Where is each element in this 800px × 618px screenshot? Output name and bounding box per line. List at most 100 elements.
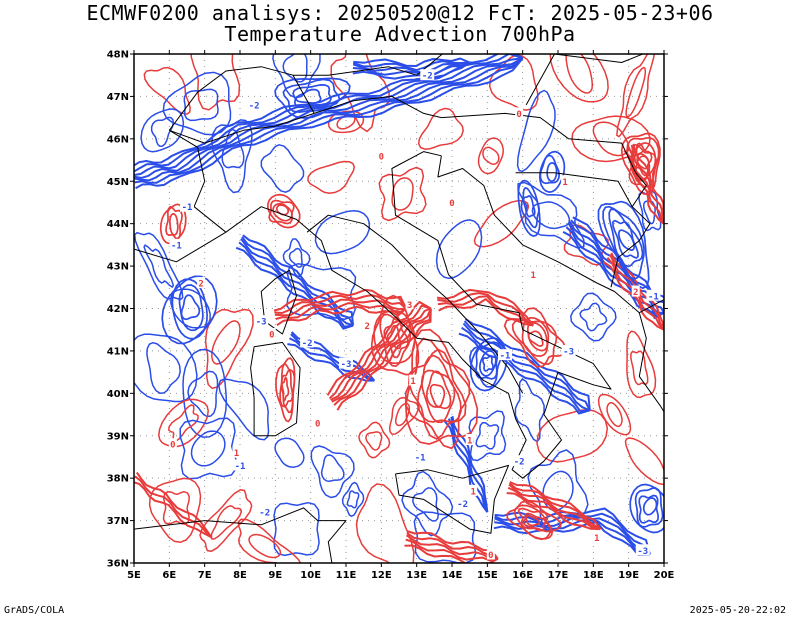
warm-advection-contour [592, 121, 630, 157]
warm-advection-contour [503, 307, 568, 368]
warm-advection-contour [358, 421, 391, 459]
warm-advection-contour [549, 54, 609, 103]
contour-label: 1 [467, 436, 472, 446]
warm-advection-contour [521, 316, 550, 357]
coastline-border_bih [515, 172, 633, 207]
warm-advection-contour [165, 205, 183, 240]
cold-advection-contour [413, 511, 477, 563]
contour-label: -1 [648, 292, 659, 302]
lon-tick-label: 16E [512, 570, 533, 581]
coastline-fr_coast [134, 231, 227, 263]
lat-tick-label: 44N [107, 219, 129, 230]
cold-advection-contour [570, 292, 617, 342]
warm-advection-contour [636, 152, 650, 170]
coastline-border_at [293, 54, 444, 76]
contour-label: -2 [457, 500, 468, 510]
warm-advection-band [609, 254, 664, 331]
cold-advection-contour [612, 219, 639, 259]
warm-advection-contour [511, 319, 558, 365]
contour-label: -2 [259, 509, 270, 519]
contour-label: 1 [470, 487, 475, 497]
warm-advection-contour [275, 357, 296, 423]
cold-advection-contour [143, 244, 175, 288]
cold-advection-contour [314, 209, 371, 255]
cold-advection-contour [531, 201, 571, 230]
contour-label-bg [515, 107, 524, 119]
warm-advection-band [437, 295, 534, 327]
cold-advection-contour [602, 205, 645, 280]
warm-advection-contour [365, 431, 383, 451]
contour-label: -2 [302, 339, 313, 349]
coastline-border_hu [525, 54, 645, 106]
lat-tick-label: 41N [107, 346, 129, 357]
warm-advection-contour [391, 177, 414, 211]
warm-advection-band [436, 288, 535, 327]
lon-tick-label: 20E [654, 570, 675, 581]
cold-advection-contour [295, 88, 322, 104]
map-title: ECMWF0200 analisys: 20250520@12 FcT: 202… [86, 1, 714, 25]
warm-advection-contour [630, 142, 657, 181]
lat-tick-label: 42N [107, 304, 129, 315]
cold-advection-contour [320, 454, 345, 483]
contour-label: -3 [341, 360, 352, 370]
warm-advection-contour [378, 166, 427, 222]
contour-label-bg [646, 289, 661, 301]
contour-label: -1 [500, 352, 511, 362]
contour-label-bg [592, 531, 601, 543]
cold-advection-contour [469, 341, 503, 388]
contour-label-bg [313, 417, 322, 429]
contour-label-bg [257, 506, 272, 518]
contour-label: 0 [269, 330, 274, 340]
contour-label-bg [267, 327, 276, 339]
coastline-italy [225, 151, 612, 479]
cold-advection-contour [178, 284, 204, 332]
contour-label-bg [469, 484, 478, 496]
cold-advection-contour [468, 410, 507, 462]
lat-tick-label: 37N [107, 516, 129, 527]
coastline-border_si [441, 112, 651, 288]
cold-advection-contour [642, 497, 658, 516]
contour-label: -2 [514, 458, 525, 468]
cold-advection-band [494, 512, 651, 556]
contour-label-bg [180, 200, 194, 212]
contour-label-bg [300, 336, 315, 348]
cold-advection-band [134, 57, 524, 184]
lon-tick-label: 6E [162, 570, 176, 581]
warm-advection-contour [417, 107, 464, 150]
cold-advection-contour [482, 355, 494, 372]
warm-advection-band [404, 544, 499, 563]
contour-label: 0 [449, 199, 454, 209]
contour-label-bg [254, 315, 269, 327]
footer-timestamp: 2025-05-20-22:02 [689, 605, 786, 616]
contour-label: 2 [364, 322, 369, 332]
warm-advection-contour [148, 477, 202, 544]
cold-advection-contour [617, 229, 635, 251]
cold-advection-contour [134, 231, 184, 301]
warm-advection-contour [565, 54, 594, 94]
contour-label-bg [512, 455, 527, 467]
cold-advection-contour [273, 501, 320, 557]
contour-label-bg [465, 433, 474, 445]
cold-advection-band [287, 343, 375, 382]
warm-advection-contour [211, 320, 241, 365]
warm-advection-band [508, 482, 601, 530]
warm-advection-contour [477, 137, 504, 175]
warm-advection-contour [279, 363, 296, 414]
contour-label: 2 [633, 288, 638, 298]
axes: 5E 6E 7E 8E 9E 10E 11E 12E 13E 14E 15E 16E 17E 18E 19E… [107, 50, 675, 582]
warm-advection-contour [268, 199, 295, 225]
lat-tick-label: 48N [107, 50, 129, 61]
cold-advection-contour [292, 84, 332, 108]
warm-advection-band [405, 534, 498, 560]
contour-label-bg [247, 98, 262, 110]
cold-advection-contour [190, 430, 226, 467]
footer-software-credit: GrADS/COLA [4, 605, 65, 616]
cold-advection-band [235, 246, 354, 330]
cold-advection-contour [475, 421, 500, 450]
warm-advection-contour [307, 160, 356, 194]
warm-advection-contour [280, 376, 290, 402]
warm-advection-contour [190, 54, 241, 111]
contour-label-bg [498, 349, 512, 361]
warm-advection-contour [513, 504, 554, 540]
